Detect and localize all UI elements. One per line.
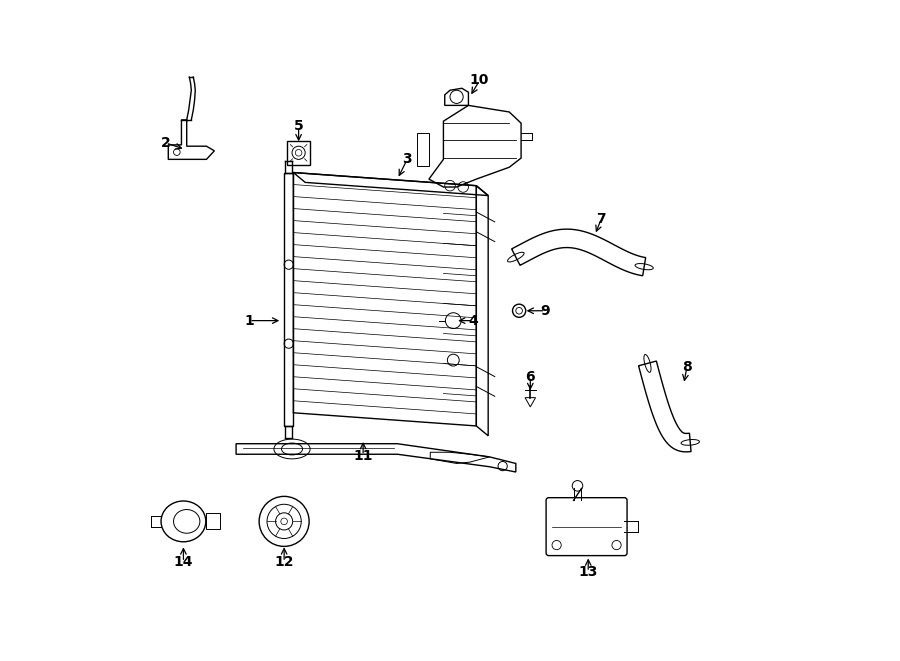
Text: 4: 4 [468,313,478,328]
Text: 13: 13 [579,565,598,579]
Text: 8: 8 [682,360,692,373]
Text: 7: 7 [597,212,607,225]
Text: 12: 12 [274,555,294,569]
Text: 9: 9 [541,304,550,318]
Text: 1: 1 [245,313,254,328]
Text: 6: 6 [526,369,536,383]
Text: 3: 3 [402,153,412,167]
Text: 2: 2 [161,136,170,150]
Text: 10: 10 [470,73,490,87]
Text: 5: 5 [293,120,303,134]
Text: 14: 14 [174,555,194,569]
Text: 11: 11 [354,449,373,463]
